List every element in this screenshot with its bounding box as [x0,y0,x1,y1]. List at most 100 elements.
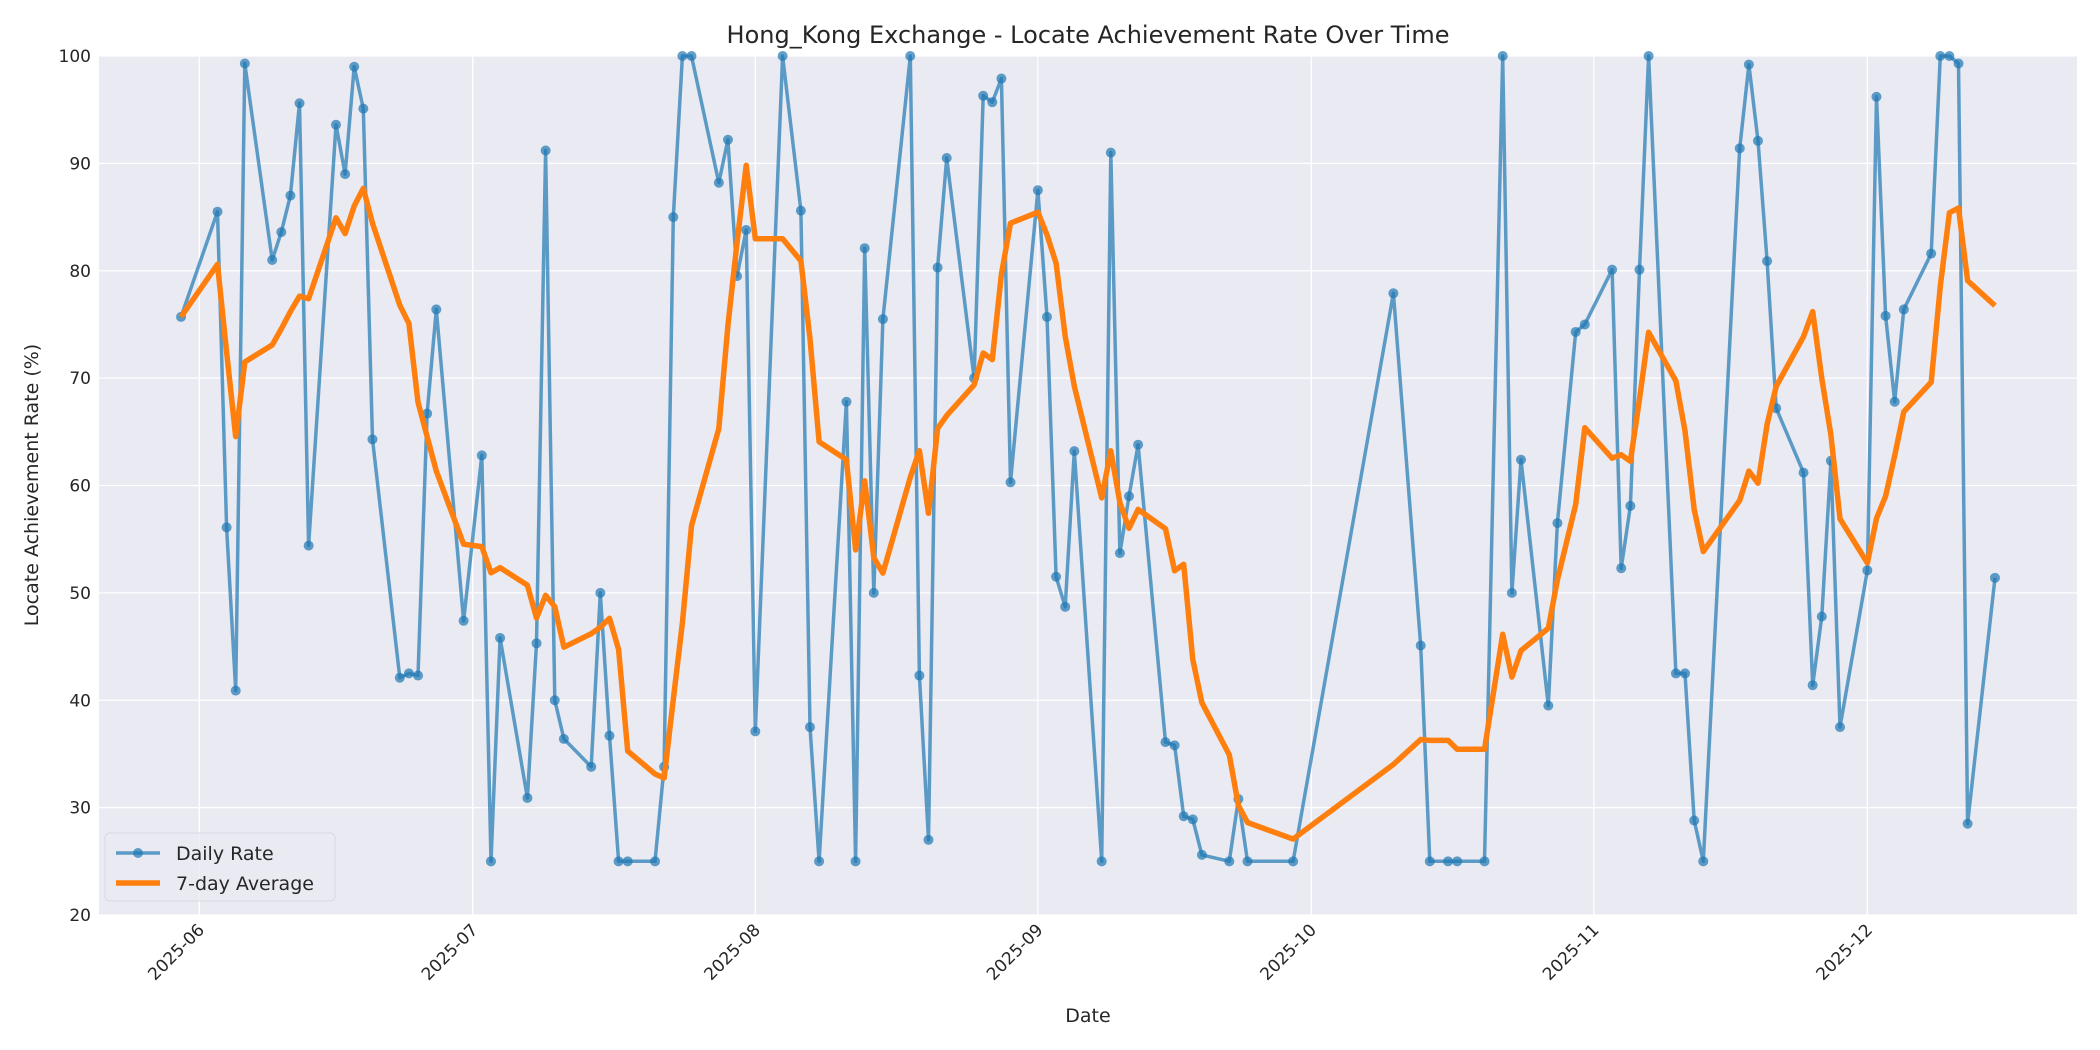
daily-rate-point [1032,185,1043,196]
daily-rate-point [1552,518,1563,529]
daily-rate-point [540,145,551,156]
daily-rate-point [1570,326,1581,337]
daily-rate-point [1689,815,1700,826]
daily-rate-point [1962,818,1973,829]
daily-rate-point [1424,856,1435,867]
daily-rate-point [1762,256,1773,267]
daily-rate-point [595,587,606,598]
chart-title: Hong_Kong Exchange - Locate Achievement … [727,21,1450,49]
x-tick-label: 2025-11 [1539,920,1603,984]
daily-rate-point [1051,571,1062,582]
x-tick-label: 2025-08 [700,920,764,984]
daily-rate-point [1105,147,1116,158]
y-tick-label: 80 [69,262,91,282]
daily-rate-point [1880,310,1891,321]
daily-rate-point [941,153,952,164]
daily-rate-point [221,522,232,533]
daily-rate-point [403,668,414,679]
daily-rate-point [1898,304,1909,315]
daily-rate-point [1935,51,1946,61]
daily-rate-point [212,206,223,217]
daily-rate-point [841,396,852,407]
daily-rate-point [476,450,487,461]
daily-rate-point [276,227,287,238]
x-tick-label: 2025-10 [1256,920,1320,984]
daily-rate-point [431,304,442,315]
daily-rate-point [1060,601,1071,612]
daily-rate-point [1752,135,1763,146]
daily-rate-point [586,761,597,772]
daily-rate-point [285,190,296,201]
daily-rate-point [1114,548,1125,559]
y-tick-label: 20 [69,906,91,926]
daily-rate-point [267,255,278,266]
daily-rate-point [1169,740,1180,751]
daily-rate-point [1871,91,1882,102]
legend-daily-label: Daily Rate [176,843,274,865]
seven-day-average-line [178,162,1997,842]
daily-rate-point [1178,811,1189,822]
daily-rate-point [622,856,633,867]
y-tick-label: 50 [69,584,91,604]
daily-rate-point [722,134,733,145]
daily-rate-point [1288,856,1299,867]
daily-rate-point [1133,439,1144,450]
daily-rate-point [1196,849,1207,860]
daily-rate-point [1862,565,1873,576]
x-axis-label: Date [1065,1005,1110,1027]
daily-rate-point [713,177,724,188]
y-axis-label: Locate Achievement Rate (%) [21,344,43,626]
daily-rate-point [1607,264,1618,275]
daily-rate-point [1515,454,1526,465]
daily-rate-point [458,615,469,626]
daily-rate-point [868,587,879,598]
daily-rate-point [1452,856,1463,867]
daily-rate-point [1388,288,1399,299]
daily-rate-point [330,119,341,130]
daily-rate-point [795,205,806,216]
daily-rate-point [367,434,378,445]
daily-rate-point [1743,59,1754,70]
y-axis-ticks: 20 30 40 50 60 70 80 90 100 [59,47,91,926]
daily-rate-point [1625,500,1636,511]
daily-rate-point [422,408,433,419]
daily-rate-point [1807,680,1818,691]
daily-rate-point [613,856,624,867]
daily-rate-point [495,632,506,643]
gridlines [99,55,2077,916]
daily-rate-point [1443,856,1454,867]
daily-rate-point [1634,264,1645,275]
y-tick-label: 60 [69,477,91,497]
daily-rate-point [303,540,314,551]
daily-rate-point [1944,51,1955,61]
daily-rate-point [1643,51,1654,61]
legend-box [104,832,336,902]
legend-average-label: 7-day Average [176,873,314,895]
daily-rate-point [1953,58,1964,69]
y-tick-label: 40 [69,691,91,711]
daily-rate-point [340,169,351,180]
daily-rate-point [1670,668,1681,679]
daily-rate-point [859,243,870,254]
daily-rate-point [978,90,989,101]
daily-rate-point [604,730,615,741]
daily-rate-point [1680,668,1691,679]
daily-rate-point [850,856,861,867]
daily-rate-point [905,51,916,61]
daily-rate-point [877,314,888,325]
daily-rate-point [650,856,661,867]
daily-rate-point [677,51,688,61]
x-tick-label: 2025-12 [1813,920,1877,984]
y-tick-label: 90 [69,154,91,174]
daily-rate-point [1579,319,1590,330]
daily-rate-point [996,73,1007,84]
daily-rate-point [741,224,752,235]
daily-rate-point [1989,572,2000,583]
daily-rate-point [1616,563,1627,574]
daily-rate-point [1506,587,1517,598]
daily-rate-point [1798,467,1809,478]
daily-rate-point [1698,856,1709,867]
daily-rate-point [1069,446,1080,457]
x-tick-label: 2025-09 [983,920,1047,984]
daily-rate-point [923,834,934,845]
